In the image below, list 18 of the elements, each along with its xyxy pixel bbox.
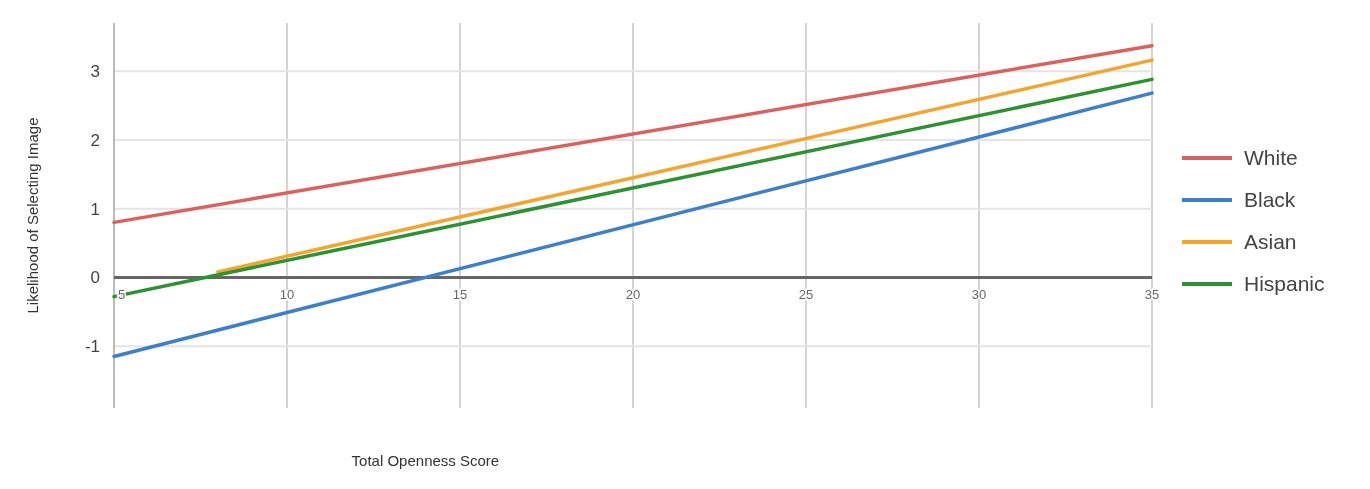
- y-tick-label: 1: [90, 199, 100, 219]
- x-tick-label: 30: [971, 287, 987, 303]
- x-tick-label: 35: [1144, 287, 1160, 303]
- x-tick-label: 20: [625, 287, 641, 303]
- legend-label: Hispanic: [1244, 272, 1325, 295]
- legend-label: White: [1244, 146, 1298, 169]
- legend-label: Black: [1244, 188, 1296, 211]
- x-tick-label: 10: [279, 287, 295, 303]
- y-tick-label: 2: [90, 130, 100, 150]
- y-tick-label: 3: [90, 62, 100, 82]
- y-tick-label: 0: [90, 268, 100, 288]
- y-tick-label: -1: [84, 337, 100, 357]
- x-tick-label: 5: [118, 287, 126, 303]
- x-tick-label: 25: [798, 287, 814, 303]
- y-axis-title: Likelihood of Selecting Image: [24, 117, 41, 314]
- legend-label: Asian: [1244, 230, 1297, 253]
- x-tick-label: 15: [452, 287, 468, 303]
- x-axis-title: Total Openness Score: [351, 452, 500, 469]
